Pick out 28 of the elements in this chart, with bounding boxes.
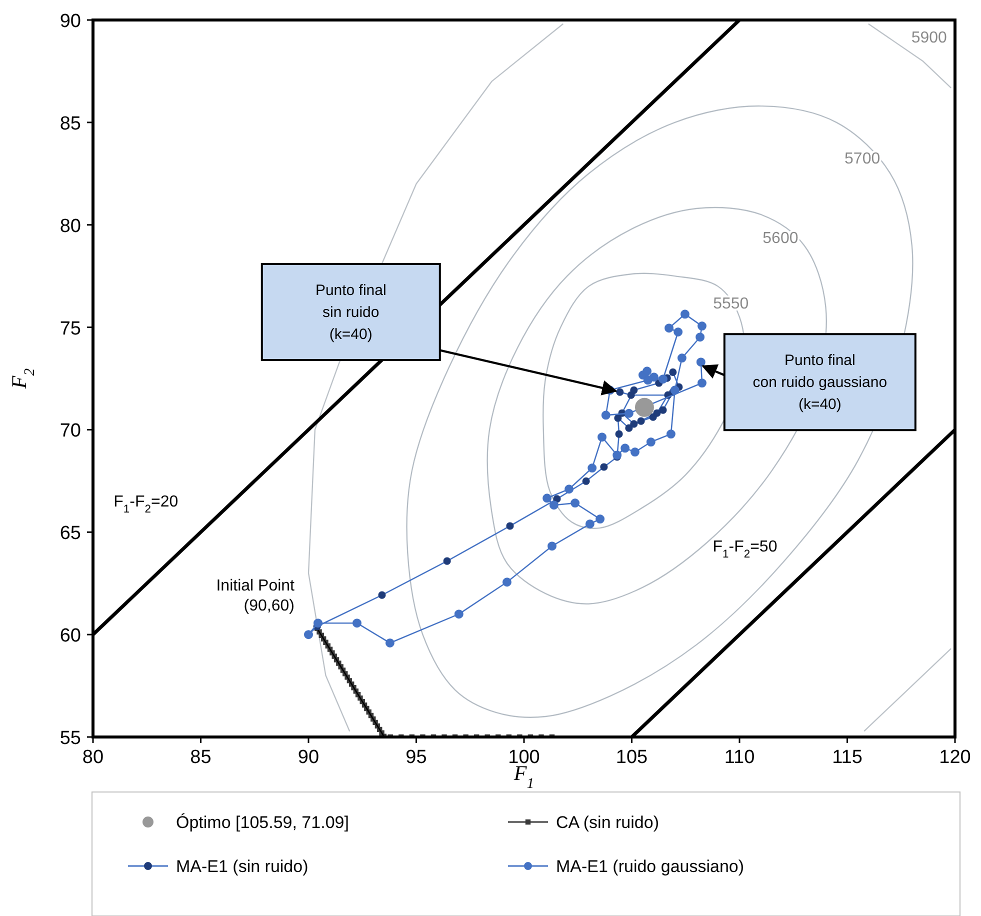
y-tick-label: 60: [60, 626, 81, 647]
x-tick-label: 120: [939, 747, 971, 768]
annotation: Initial Point (90,60): [216, 578, 296, 615]
y-tick-label: 80: [60, 216, 81, 237]
legend-label: MA-E1 (sin ruido): [176, 857, 308, 876]
x-tick-label: 90: [298, 747, 320, 768]
annotation: F$_{1}$-F$_{2}$=20: [114, 493, 178, 516]
legend-label: MA-E1 (ruido gaussiano): [556, 857, 744, 876]
x-tick-label: 110: [724, 747, 755, 768]
x-tick-label: 80: [82, 747, 104, 768]
annotation: 5900: [911, 29, 948, 46]
x-tick-label: 105: [616, 747, 648, 768]
annotation: 5700: [844, 150, 880, 168]
y-tick-label: 70: [60, 420, 81, 442]
x-tick-label: 115: [832, 747, 862, 768]
y-tick-label: 75: [60, 318, 81, 340]
annotation: 5600: [762, 230, 798, 248]
legend-label: CA (sin ruido): [556, 813, 659, 832]
y-tick-label: 90: [60, 11, 81, 32]
x-tick-label: 85: [190, 747, 212, 768]
annotation: F$_{1}$-F$_{2}$=50: [712, 538, 778, 560]
y-tick-label: 65: [60, 523, 81, 544]
y-tick-label: 55: [60, 728, 81, 749]
annotation: Punto final con ruido gaussiano (k=40): [752, 352, 888, 414]
x-tick-label: 95: [406, 747, 427, 768]
annotation: Punto final sin ruido (k=40): [315, 282, 386, 344]
y-tick-label: 85: [60, 113, 81, 134]
legend-label: Óptimo [105.59, 71.09]: [176, 813, 349, 832]
